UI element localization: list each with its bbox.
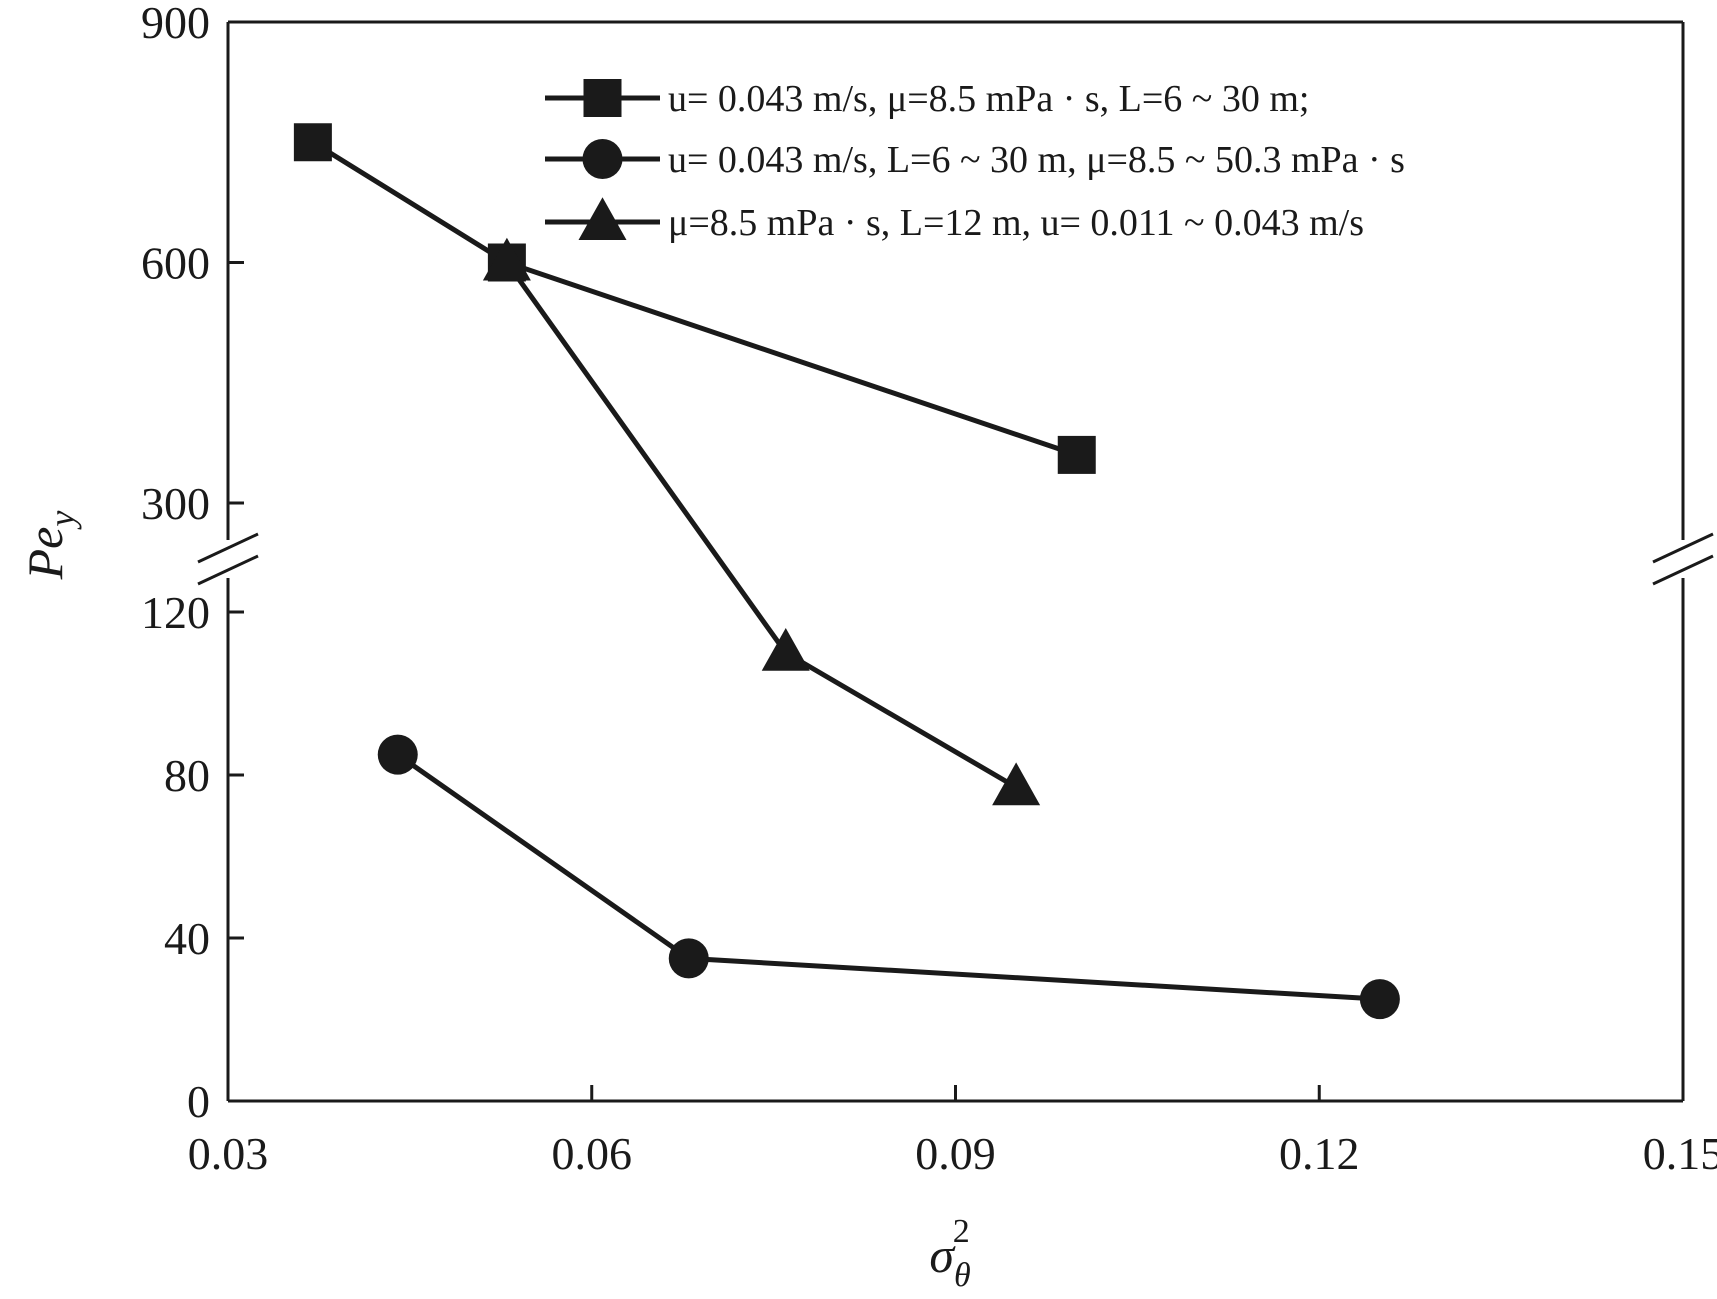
y-tick-label: 300 — [141, 478, 210, 529]
data-point-circle — [668, 938, 709, 979]
y-axis-title: Pey — [17, 511, 82, 581]
data-point-circle — [1359, 979, 1400, 1020]
data-point-circle — [377, 734, 418, 775]
y-tick-label: 80 — [164, 750, 210, 801]
legend-marker-triangle — [578, 197, 627, 240]
legend-label: u= 0.043 m/s, μ=8.5 mPa · s, L=6 ~ 30 m; — [668, 78, 1309, 120]
left-axis-break-mark — [197, 554, 259, 586]
legend-marker-circle — [582, 139, 623, 179]
x-axis-title-sub: θ — [954, 1257, 971, 1294]
x-tick-label: 0.06 — [552, 1128, 633, 1179]
y-axis-title-main: Pe — [17, 527, 73, 581]
data-point-square — [293, 123, 332, 162]
series-line-square — [311, 140, 1078, 458]
x-tick-label: 0.12 — [1279, 1128, 1360, 1179]
data-point-triangle — [482, 237, 531, 281]
axis-ticks: 0.03 0.06 0.09 0.12 0.15 0 40 80 120 300 600 900 — [141, 0, 1717, 1179]
x-tick-label: 0.15 — [1643, 1128, 1717, 1179]
x-tick-label: 0.03 — [188, 1128, 269, 1179]
left-axis-break-mark — [197, 532, 259, 564]
y-tick-label: 0 — [187, 1076, 210, 1127]
x-axis-title-sup: 2 — [953, 1213, 970, 1250]
data-point-square — [1057, 435, 1096, 474]
y-axis-title-sub: y — [42, 511, 82, 530]
legend-marker-square — [583, 79, 622, 117]
data-point-triangle — [761, 627, 810, 671]
y-tick-label: 900 — [141, 0, 210, 48]
plot-frame — [197, 20, 1714, 1103]
series-line-circle — [396, 752, 1381, 1002]
data-point-triangle — [992, 762, 1041, 806]
legend: u= 0.043 m/s, μ=8.5 mPa · s, L=6 ~ 30 m;… — [545, 78, 1405, 244]
legend-label: μ=8.5 mPa · s, L=12 m, u= 0.011 ~ 0.043 … — [668, 202, 1364, 244]
series-markers — [293, 123, 1400, 1020]
y-tick-label: 120 — [141, 587, 210, 638]
series-line-triangle — [504, 261, 1018, 790]
series-lines — [311, 140, 1381, 1002]
right-axis-break-mark — [1652, 532, 1714, 564]
x-axis-title: σθ 2 — [929, 1213, 970, 1294]
y-tick-label: 40 — [164, 913, 210, 964]
y-tick-label: 600 — [141, 238, 210, 289]
x-tick-label: 0.09 — [915, 1128, 996, 1179]
right-axis-break-mark — [1652, 554, 1714, 586]
legend-label: u= 0.043 m/s, L=6 ~ 30 m, μ=8.5 ~ 50.3 m… — [668, 139, 1405, 181]
x-axis-title-main: σ — [929, 1227, 956, 1283]
